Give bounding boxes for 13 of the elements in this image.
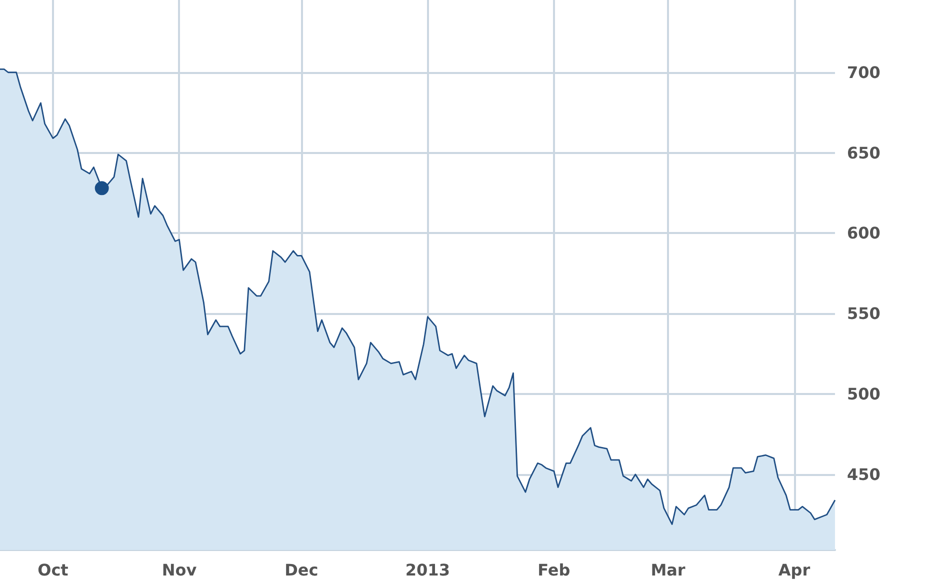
x-tick-label: 2013: [405, 560, 450, 580]
x-tick-label: Dec: [284, 560, 318, 580]
x-tick-label: Feb: [538, 560, 570, 580]
x-tick-label: Nov: [162, 560, 198, 580]
y-tick-label: 550: [847, 304, 880, 324]
y-tick-label: 700: [847, 62, 880, 82]
y-tick-label: 650: [847, 143, 880, 162]
y-tick-label: 500: [847, 384, 880, 404]
x-tick-label: Apr: [778, 560, 810, 580]
y-tick-label: 600: [847, 224, 880, 243]
x-tick-label: Mar: [650, 560, 686, 580]
y-tick-label: 450: [847, 464, 880, 484]
x-tick-label: Oct: [38, 560, 69, 580]
